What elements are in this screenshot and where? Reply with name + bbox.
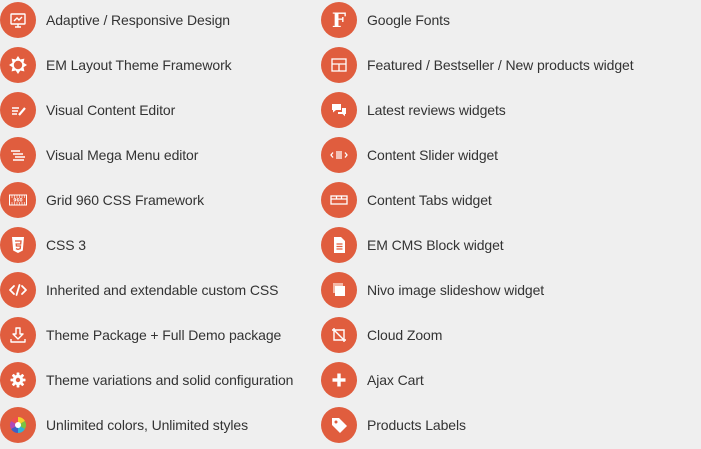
feature-item-products-widget: Featured / Bestseller / New products wid… [321, 47, 681, 83]
cog-icon [0, 362, 36, 398]
feature-label: EM Layout Theme Framework [46, 57, 232, 73]
feature-item-layout-framework: EM Layout Theme Framework [0, 47, 360, 83]
feature-item-cms-block: EM CMS Block widget [321, 227, 681, 263]
feature-item-theme-package: Theme Package + Full Demo package [0, 317, 360, 353]
feature-item-nivo-slideshow: Nivo image slideshow widget [321, 272, 681, 308]
feature-label: Adaptive / Responsive Design [46, 12, 230, 28]
feature-label: Ajax Cart [367, 372, 424, 388]
feature-label: Theme variations and solid configuration [46, 372, 294, 388]
feature-label: Products Labels [367, 417, 466, 433]
feature-label: Visual Mega Menu editor [46, 147, 199, 163]
grid-960-icon: 960 [0, 182, 36, 218]
feature-item-content-editor: Visual Content Editor [0, 92, 360, 128]
responsive-screen-icon [0, 2, 36, 38]
plus-icon [321, 362, 357, 398]
crop-zoom-icon [321, 317, 357, 353]
font-f-glyph: F [331, 8, 347, 32]
stacked-images-icon [321, 272, 357, 308]
feature-item-content-tabs: Content Tabs widget [321, 182, 681, 218]
feature-item-responsive: Adaptive / Responsive Design [0, 2, 360, 38]
speech-bubbles-icon [321, 92, 357, 128]
feature-label: EM CMS Block widget [367, 237, 504, 253]
menu-lines-icon [0, 137, 36, 173]
feature-label: Nivo image slideshow widget [367, 282, 545, 298]
feature-item-reviews-widget: Latest reviews widgets [321, 92, 681, 128]
feature-item-custom-css: Inherited and extendable custom CSS [0, 272, 360, 308]
svg-text:960: 960 [13, 198, 22, 204]
product-grid-icon [321, 47, 357, 83]
feature-item-content-slider: Content Slider widget [321, 137, 681, 173]
slider-arrows-icon [321, 137, 357, 173]
feature-label: Cloud Zoom [367, 327, 443, 343]
feature-label: Latest reviews widgets [367, 102, 506, 118]
font-f-icon: F [321, 2, 357, 38]
feature-label: Unlimited colors, Unlimited styles [46, 417, 248, 433]
code-brackets-icon [0, 272, 36, 308]
color-wheel-icon [0, 407, 36, 443]
feature-label: Theme Package + Full Demo package [46, 327, 282, 343]
document-icon [321, 227, 357, 263]
feature-item-css3: CSS 3 [0, 227, 360, 263]
feature-item-unlimited-colors: Unlimited colors, Unlimited styles [0, 407, 360, 443]
feature-label: Content Slider widget [367, 147, 498, 163]
tag-icon [321, 407, 357, 443]
feature-label: CSS 3 [46, 237, 86, 253]
feature-item-product-labels: Products Labels [321, 407, 681, 443]
feature-item-grid-960: 960 Grid 960 CSS Framework [0, 182, 360, 218]
tabs-icon [321, 182, 357, 218]
feature-item-theme-variations: Theme variations and solid configuration [0, 362, 360, 398]
pencil-lines-icon [0, 92, 36, 128]
feature-label: Inherited and extendable custom CSS [46, 282, 279, 298]
feature-item-cloud-zoom: Cloud Zoom [321, 317, 681, 353]
feature-item-google-fonts: F Google Fonts [321, 2, 681, 38]
feature-label: Grid 960 CSS Framework [46, 192, 205, 208]
css3-shield-icon [0, 227, 36, 263]
gear-badge-icon [0, 47, 36, 83]
feature-label: Google Fonts [367, 12, 450, 28]
feature-label: Featured / Bestseller / New products wid… [367, 57, 634, 73]
feature-item-ajax-cart: Ajax Cart [321, 362, 681, 398]
feature-label: Visual Content Editor [46, 102, 176, 118]
feature-item-mega-menu: Visual Mega Menu editor [0, 137, 360, 173]
feature-label: Content Tabs widget [367, 192, 492, 208]
download-arrow-icon [0, 317, 36, 353]
